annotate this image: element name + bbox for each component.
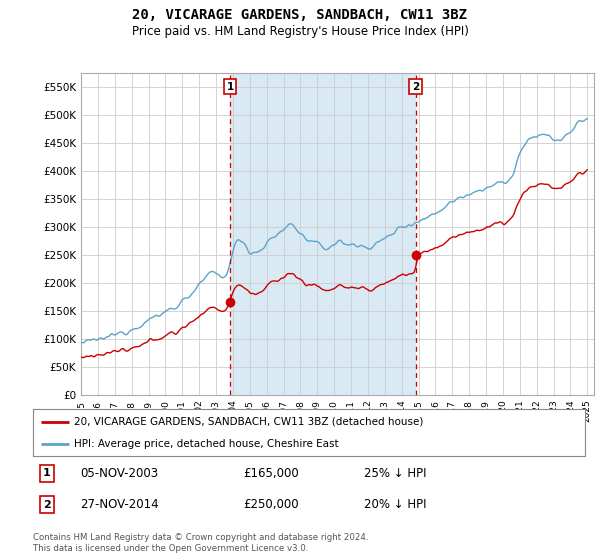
Text: 1: 1 (43, 468, 50, 478)
Text: £250,000: £250,000 (243, 498, 298, 511)
Text: Price paid vs. HM Land Registry's House Price Index (HPI): Price paid vs. HM Land Registry's House … (131, 25, 469, 38)
Text: 20, VICARAGE GARDENS, SANDBACH, CW11 3BZ: 20, VICARAGE GARDENS, SANDBACH, CW11 3BZ (133, 8, 467, 22)
Text: 25% ↓ HPI: 25% ↓ HPI (364, 466, 427, 480)
Text: 05-NOV-2003: 05-NOV-2003 (80, 466, 158, 480)
Text: 20% ↓ HPI: 20% ↓ HPI (364, 498, 427, 511)
Text: 27-NOV-2014: 27-NOV-2014 (80, 498, 158, 511)
Bar (230, 73, 416, 395)
Text: 2: 2 (412, 82, 419, 92)
Text: HPI: Average price, detached house, Cheshire East: HPI: Average price, detached house, Ches… (74, 438, 339, 449)
Text: 2: 2 (43, 500, 50, 510)
Text: Contains HM Land Registry data © Crown copyright and database right 2024.
This d: Contains HM Land Registry data © Crown c… (33, 533, 368, 553)
Text: £165,000: £165,000 (243, 466, 299, 480)
Text: 1: 1 (226, 82, 233, 92)
Text: 20, VICARAGE GARDENS, SANDBACH, CW11 3BZ (detached house): 20, VICARAGE GARDENS, SANDBACH, CW11 3BZ… (74, 417, 424, 427)
